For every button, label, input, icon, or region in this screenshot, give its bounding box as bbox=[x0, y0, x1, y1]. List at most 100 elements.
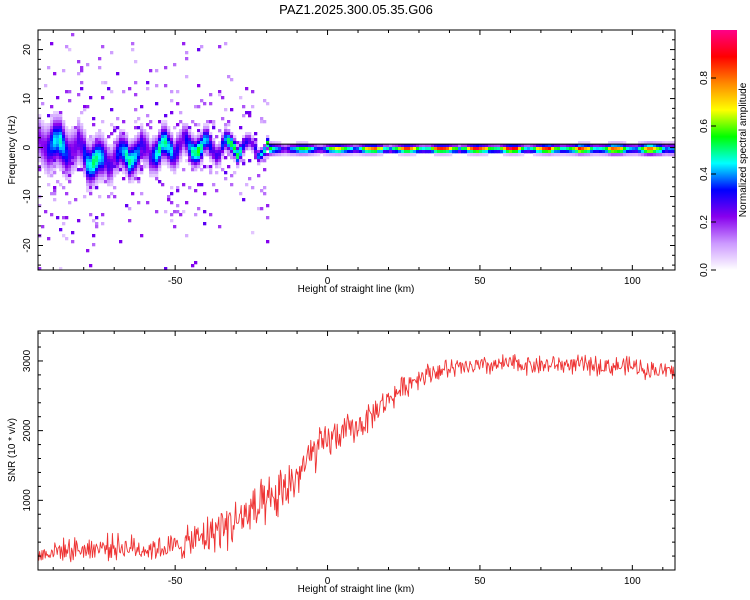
heatmap-cell bbox=[236, 150, 240, 154]
heatmap-cell bbox=[503, 150, 507, 154]
heatmap-cell bbox=[368, 144, 372, 148]
heatmap-cell bbox=[200, 159, 204, 163]
heatmap-cell bbox=[428, 147, 432, 151]
heatmap-cell bbox=[71, 153, 75, 157]
heatmap-cell bbox=[248, 111, 252, 115]
heatmap-cell bbox=[41, 102, 45, 106]
heatmap-cell bbox=[239, 156, 243, 160]
heatmap-cell bbox=[59, 162, 63, 166]
heatmap-cell bbox=[203, 102, 207, 106]
heatmap-cell bbox=[176, 159, 180, 163]
heatmap-cell bbox=[554, 153, 558, 157]
heatmap-cell bbox=[296, 150, 300, 154]
heatmap-cell bbox=[53, 198, 57, 202]
heatmap-cell bbox=[602, 147, 606, 151]
heatmap-cell bbox=[524, 147, 528, 151]
heatmap-cell bbox=[401, 147, 405, 151]
heatmap-cell bbox=[125, 165, 129, 169]
heatmap-cell bbox=[170, 219, 174, 223]
heatmap-cell bbox=[47, 66, 51, 70]
heatmap-cell bbox=[239, 159, 243, 163]
heatmap-cell bbox=[668, 147, 672, 151]
heatmap-cell bbox=[218, 159, 222, 163]
heatmap-cell bbox=[74, 165, 78, 169]
heatmap-cell bbox=[38, 141, 42, 145]
heatmap-cell bbox=[209, 144, 213, 148]
heatmap-cell bbox=[218, 150, 222, 154]
heatmap-cell bbox=[467, 150, 471, 154]
heatmap-cell bbox=[365, 144, 369, 148]
heatmap-cell bbox=[113, 162, 117, 166]
heatmap-cell bbox=[173, 210, 177, 214]
heatmap-cell bbox=[536, 144, 540, 148]
heatmap-cell bbox=[365, 147, 369, 151]
y-tick-label: 2000 bbox=[22, 419, 33, 442]
heatmap-cell bbox=[521, 153, 525, 157]
heatmap-cell bbox=[239, 150, 243, 154]
heatmap-cell bbox=[368, 153, 372, 157]
heatmap-cell bbox=[41, 165, 45, 169]
heatmap-cell bbox=[83, 171, 87, 175]
heatmap-cell bbox=[65, 141, 69, 145]
heatmap-cell bbox=[53, 120, 57, 124]
heatmap-cell bbox=[182, 141, 186, 145]
heatmap-cell bbox=[113, 168, 117, 172]
heatmap-cell bbox=[464, 147, 468, 151]
heatmap-cell bbox=[560, 144, 564, 148]
heatmap-cell bbox=[407, 150, 411, 154]
heatmap-cell bbox=[122, 159, 126, 163]
heatmap-cell bbox=[62, 171, 66, 175]
heatmap-cell bbox=[74, 141, 78, 145]
heatmap-cell bbox=[50, 123, 54, 127]
heatmap-cell bbox=[125, 171, 129, 175]
heatmap-cell bbox=[53, 186, 57, 190]
heatmap-cell bbox=[191, 144, 195, 148]
heatmap-cell bbox=[251, 144, 255, 148]
heatmap-cell bbox=[59, 123, 63, 127]
heatmap-cell bbox=[161, 153, 165, 157]
heatmap-cell bbox=[632, 144, 636, 148]
snr-series-line bbox=[38, 354, 675, 563]
heatmap-cell bbox=[506, 147, 510, 151]
heatmap-cell bbox=[71, 231, 75, 235]
heatmap-cell bbox=[413, 150, 417, 154]
heatmap-cell bbox=[665, 147, 669, 151]
heatmap-cell bbox=[50, 156, 54, 160]
heatmap-cell bbox=[209, 213, 213, 217]
heatmap-cell bbox=[482, 153, 486, 157]
heatmap-cell bbox=[131, 159, 135, 163]
heatmap-cell bbox=[86, 189, 90, 193]
heatmap-cell bbox=[242, 162, 246, 166]
heatmap-cell bbox=[587, 144, 591, 148]
heatmap-cell bbox=[260, 207, 264, 211]
heatmap-cell bbox=[155, 171, 159, 175]
heatmap-cell bbox=[332, 144, 336, 148]
heatmap-cell bbox=[59, 228, 63, 232]
heatmap-cell bbox=[107, 180, 111, 184]
heatmap-cell bbox=[113, 129, 117, 133]
heatmap-cell bbox=[605, 144, 609, 148]
heatmap-cell bbox=[47, 153, 51, 157]
heatmap-cell bbox=[236, 147, 240, 151]
heatmap-cell bbox=[299, 153, 303, 157]
heatmap-cell bbox=[575, 144, 579, 148]
heatmap-cell bbox=[500, 150, 504, 154]
heatmap-cell bbox=[89, 168, 93, 172]
heatmap-cell bbox=[77, 60, 81, 64]
heatmap-cell bbox=[140, 150, 144, 154]
heatmap-cell bbox=[65, 162, 69, 166]
heatmap-cell bbox=[335, 147, 339, 151]
heatmap-cell bbox=[263, 144, 267, 148]
heatmap-cell bbox=[509, 153, 513, 157]
heatmap-cell bbox=[50, 42, 54, 46]
heatmap-cell bbox=[176, 153, 180, 157]
heatmap-cell bbox=[362, 153, 366, 157]
heatmap-cell bbox=[308, 150, 312, 154]
heatmap-cell bbox=[485, 144, 489, 148]
heatmap-cell bbox=[125, 138, 129, 142]
heatmap-cell bbox=[155, 144, 159, 148]
heatmap-cell bbox=[434, 153, 438, 157]
heatmap-cell bbox=[437, 150, 441, 154]
heatmap-cell bbox=[194, 153, 198, 157]
heatmap-cell bbox=[71, 162, 75, 166]
